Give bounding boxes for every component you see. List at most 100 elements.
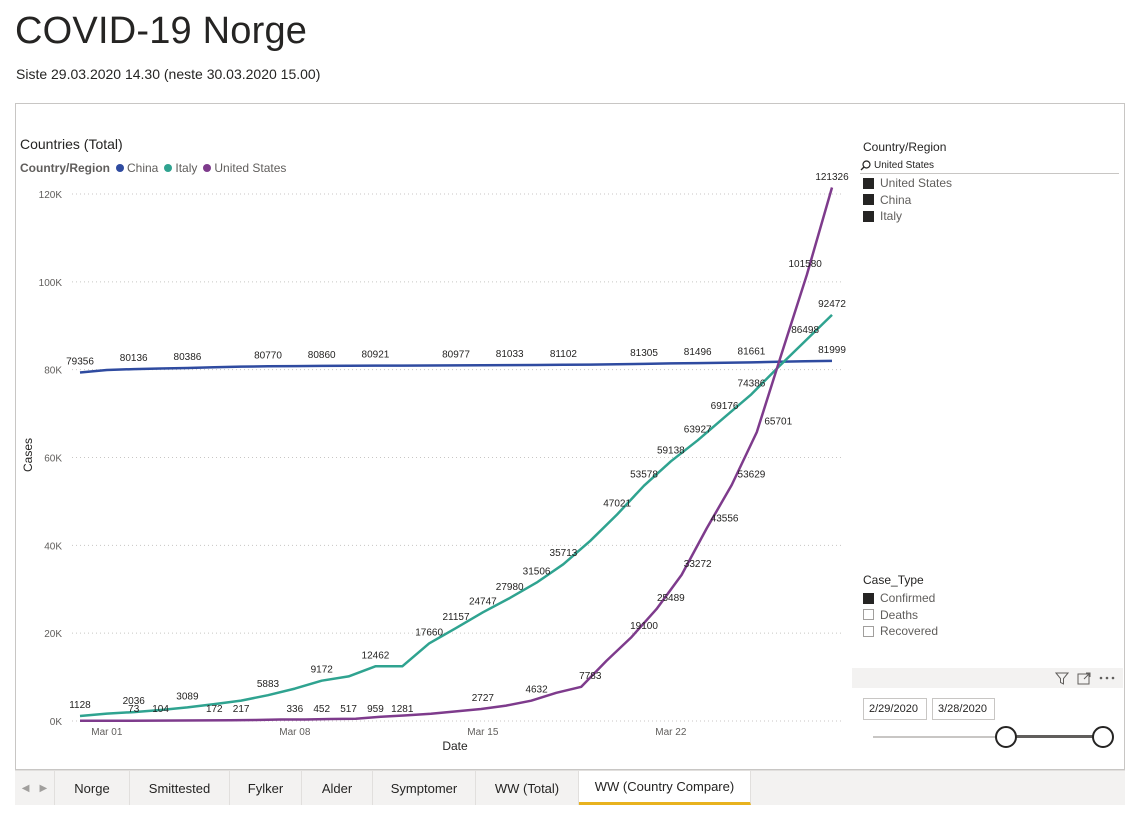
slicer-item-united-states[interactable]: United States	[863, 175, 952, 192]
data-label: 80136	[120, 353, 148, 364]
tab-scroll-controls: ◀ ▶	[15, 771, 55, 805]
checkbox-checked-icon[interactable]	[863, 592, 874, 604]
legend-title: Country/Region	[20, 161, 110, 175]
data-label: 81033	[496, 349, 524, 360]
data-label: 74386	[738, 378, 766, 389]
page-title: COVID-19 Norge	[15, 10, 308, 52]
tab-alder[interactable]: Alder	[302, 771, 373, 805]
y-tick-label: 60K	[44, 454, 62, 465]
tab-scroll-left-icon[interactable]: ◀	[21, 782, 30, 794]
country-slicer-title: Country/Region	[863, 140, 947, 154]
checkbox-checked-icon[interactable]	[863, 210, 874, 222]
data-label: 65701	[764, 416, 792, 427]
y-tick-label: 100K	[39, 278, 63, 289]
data-label: 43556	[711, 514, 739, 525]
data-label: 81102	[550, 349, 578, 360]
data-label: 92472	[818, 299, 846, 310]
data-label: 336	[287, 704, 304, 715]
data-label: 101580	[788, 259, 822, 270]
focus-mode-icon[interactable]	[1077, 672, 1091, 685]
visual-header-bar	[852, 668, 1123, 688]
data-label: 121326	[815, 172, 849, 183]
slicer-item-china[interactable]: China	[863, 192, 952, 209]
legend-label: China	[127, 161, 159, 175]
data-label: 3089	[176, 691, 199, 702]
checkbox-unchecked-icon[interactable]	[863, 625, 874, 637]
chart-legend: Country/Region China Italy United States	[20, 161, 286, 175]
tab-ww-total[interactable]: WW (Total)	[476, 771, 579, 805]
data-label: 1281	[391, 704, 414, 715]
tab-ww-country-compare[interactable]: WW (Country Compare)	[579, 771, 751, 805]
data-label: 53578	[630, 470, 658, 481]
slicer-item-italy[interactable]: Italy	[863, 208, 952, 225]
legend-dot-icon	[164, 164, 173, 172]
date-end-input[interactable]: 3/28/2020	[932, 698, 995, 720]
search-input[interactable]: United States	[874, 159, 935, 171]
y-tick-label: 40K	[44, 541, 62, 552]
data-label: 73	[128, 704, 140, 715]
data-label: 53629	[738, 469, 766, 480]
tab-norge[interactable]: Norge	[55, 771, 130, 805]
slicer-item-recovered[interactable]: Recovered	[863, 623, 938, 640]
data-label: 80921	[362, 350, 390, 361]
visual-title: Countries (Total)	[20, 136, 123, 152]
data-label: 31506	[523, 567, 551, 578]
y-tick-label: 80K	[44, 366, 62, 377]
checkbox-unchecked-icon[interactable]	[863, 609, 874, 621]
page-tabs: ◀ ▶ Norge Smittested Fylker Alder Sympto…	[15, 770, 1125, 805]
report-canvas	[15, 103, 1125, 770]
data-label: 80977	[442, 349, 470, 360]
filter-icon[interactable]	[1055, 672, 1069, 685]
legend-label: United States	[214, 161, 287, 175]
data-label: 104	[152, 704, 169, 715]
data-label: 69176	[711, 401, 739, 412]
legend-item-italy[interactable]: Italy	[164, 161, 197, 175]
tab-scroll-right-icon[interactable]: ▶	[39, 782, 48, 794]
x-tick-label: Mar 01	[91, 727, 123, 738]
tab-symptomer[interactable]: Symptomer	[373, 771, 476, 805]
data-label: 172	[206, 704, 223, 715]
more-options-icon[interactable]	[1099, 676, 1115, 680]
data-label: 24747	[469, 596, 497, 607]
slicer-item-label: China	[880, 192, 912, 207]
data-label: 217	[233, 704, 250, 715]
data-label: 1128	[69, 700, 91, 711]
data-label: 12462	[362, 650, 390, 661]
data-label: 63927	[684, 424, 712, 435]
data-label: 47021	[603, 498, 631, 509]
data-label: 21157	[442, 612, 470, 623]
series-line-china[interactable]	[79, 359, 833, 374]
series-line-italy[interactable]	[79, 314, 833, 718]
slicer-item-confirmed[interactable]: Confirmed	[863, 590, 938, 607]
data-label: 25489	[657, 593, 685, 604]
legend-dot-icon	[116, 164, 124, 172]
checkbox-checked-icon[interactable]	[863, 177, 874, 189]
x-tick-label: Mar 22	[655, 727, 687, 738]
data-label: 2036	[123, 696, 146, 707]
series-line-united-states[interactable]	[80, 187, 834, 722]
legend-item-china[interactable]: China	[116, 161, 158, 175]
line-chart[interactable]: 0K 20K 40K 60K 80K 100K 120K Mar 01 Mar 08 Mar 1…	[0, 0, 850, 770]
data-label: 19100	[630, 621, 658, 632]
date-start-input[interactable]: 2/29/2020	[863, 698, 927, 720]
data-label: 81661	[738, 346, 766, 357]
data-label: 2727	[472, 693, 495, 704]
case-type-slicer-list: Confirmed Deaths Recovered	[863, 590, 938, 640]
tab-smittested[interactable]: Smittested	[130, 771, 230, 805]
x-tick-label: Mar 08	[279, 727, 311, 738]
date-slider-start-handle[interactable]	[995, 726, 1018, 748]
legend-dot-icon	[203, 164, 212, 172]
slicer-item-label: Deaths	[880, 607, 919, 622]
data-label: 80770	[254, 350, 282, 361]
country-search-box[interactable]: United States	[860, 157, 1119, 174]
checkbox-checked-icon[interactable]	[863, 194, 874, 206]
slicer-item-deaths[interactable]: Deaths	[863, 607, 938, 624]
y-tick-label: 120K	[39, 190, 63, 201]
data-label: 17660	[415, 627, 443, 638]
date-slider-track[interactable]	[873, 736, 1103, 738]
date-slider-end-handle[interactable]	[1092, 726, 1114, 748]
legend-item-united-states[interactable]: United States	[203, 161, 286, 175]
tab-fylker[interactable]: Fylker	[230, 771, 302, 805]
data-label: 59138	[657, 445, 685, 456]
data-label: 4632	[525, 685, 548, 696]
